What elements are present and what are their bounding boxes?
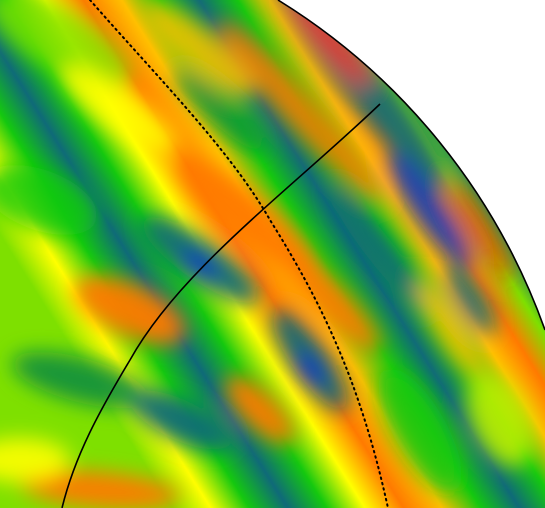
blob	[20, 470, 180, 508]
blob	[61, 66, 179, 154]
blob	[0, 438, 70, 482]
blob	[12, 352, 148, 408]
blob	[294, 352, 326, 388]
blob	[174, 68, 266, 152]
blob	[129, 390, 231, 450]
blob	[329, 186, 431, 314]
blob	[278, 248, 382, 352]
outer-boundary-line	[277, 0, 545, 331]
solid-arc-line	[61, 103, 381, 508]
blob	[218, 20, 382, 200]
blob	[378, 368, 462, 492]
dotted-arc-line	[89, 0, 389, 508]
blob	[181, 249, 219, 281]
blob	[447, 178, 513, 282]
blob	[74, 275, 186, 345]
blob	[0, 0, 131, 88]
blob	[466, 373, 534, 467]
blob	[225, 375, 295, 445]
blob	[387, 151, 473, 269]
blob	[445, 265, 495, 335]
blob	[416, 278, 484, 382]
blob	[0, 165, 98, 235]
blob	[144, 2, 256, 98]
